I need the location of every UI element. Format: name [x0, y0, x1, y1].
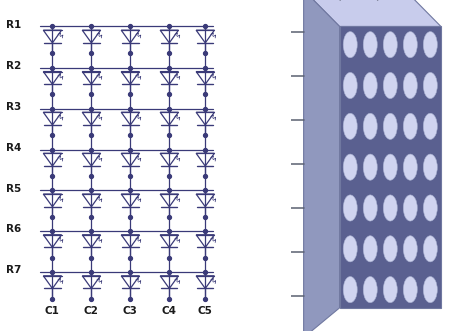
Text: R7: R7: [6, 265, 21, 275]
Text: R2: R2: [6, 61, 21, 71]
Ellipse shape: [403, 32, 417, 58]
Polygon shape: [304, 0, 441, 26]
Ellipse shape: [403, 113, 417, 139]
Ellipse shape: [423, 113, 437, 139]
Ellipse shape: [423, 236, 437, 262]
Ellipse shape: [343, 195, 357, 221]
Ellipse shape: [363, 113, 377, 139]
Text: R1: R1: [6, 20, 21, 30]
Ellipse shape: [423, 195, 437, 221]
Text: R6: R6: [6, 224, 21, 234]
Ellipse shape: [363, 195, 377, 221]
Ellipse shape: [383, 277, 397, 303]
Polygon shape: [304, 0, 340, 331]
Ellipse shape: [423, 32, 437, 58]
Text: C3: C3: [123, 306, 138, 316]
Ellipse shape: [423, 277, 437, 303]
Text: R4: R4: [6, 143, 21, 153]
Ellipse shape: [363, 236, 377, 262]
Ellipse shape: [423, 72, 437, 99]
Text: C1: C1: [45, 306, 60, 316]
Text: C4: C4: [162, 306, 177, 316]
Ellipse shape: [343, 113, 357, 139]
Ellipse shape: [343, 236, 357, 262]
Text: C2: C2: [84, 306, 99, 316]
Bar: [340, 26, 441, 308]
Text: R5: R5: [6, 184, 21, 194]
Ellipse shape: [343, 154, 357, 180]
Text: R3: R3: [6, 102, 21, 112]
Ellipse shape: [383, 113, 397, 139]
Ellipse shape: [403, 277, 417, 303]
Ellipse shape: [383, 195, 397, 221]
Ellipse shape: [403, 154, 417, 180]
Ellipse shape: [363, 32, 377, 58]
Text: C5: C5: [198, 306, 212, 316]
Ellipse shape: [383, 236, 397, 262]
Ellipse shape: [403, 72, 417, 99]
Ellipse shape: [383, 32, 397, 58]
Ellipse shape: [363, 154, 377, 180]
Ellipse shape: [363, 277, 377, 303]
Ellipse shape: [363, 72, 377, 99]
Ellipse shape: [423, 154, 437, 180]
Ellipse shape: [343, 72, 357, 99]
Ellipse shape: [343, 277, 357, 303]
Ellipse shape: [343, 32, 357, 58]
Ellipse shape: [403, 195, 417, 221]
Ellipse shape: [383, 72, 397, 99]
Ellipse shape: [403, 236, 417, 262]
Ellipse shape: [383, 154, 397, 180]
